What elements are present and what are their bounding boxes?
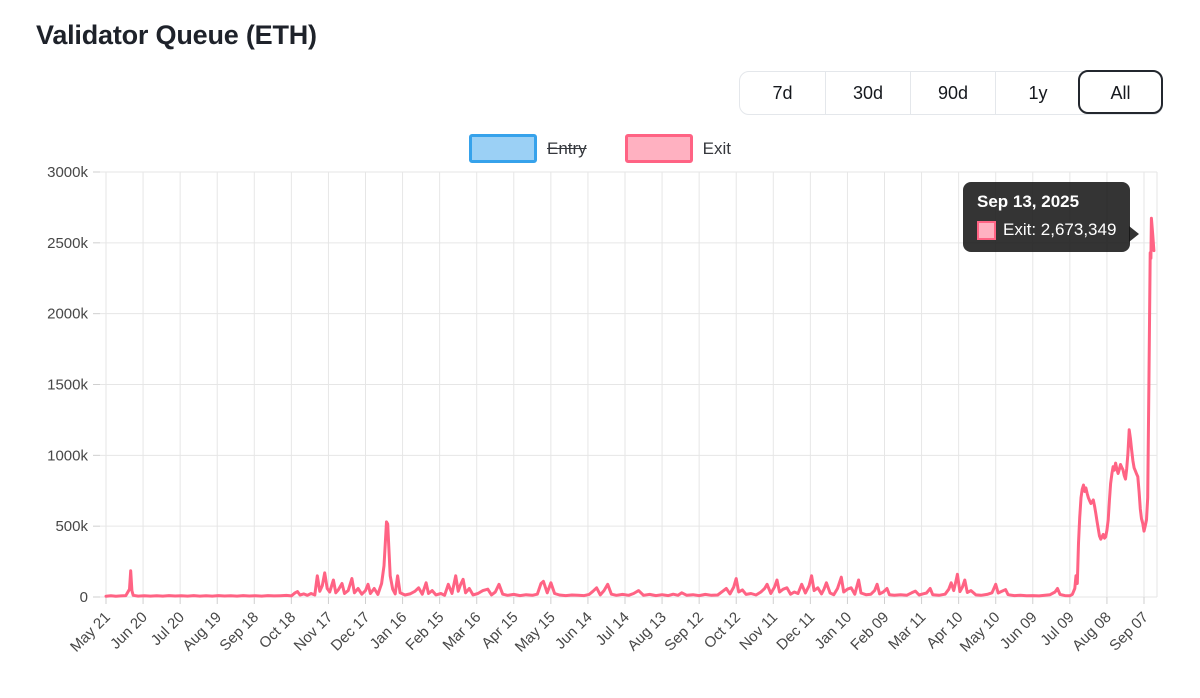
- time-range-group: 7d 30d 90d 1y All: [739, 70, 1163, 115]
- svg-text:May 10: May 10: [957, 609, 1004, 656]
- exit-marker-icon: [977, 220, 996, 240]
- svg-text:Sep 12: Sep 12: [661, 609, 707, 655]
- range-button-30d[interactable]: 30d: [825, 72, 910, 114]
- svg-text:Dec 17: Dec 17: [328, 609, 374, 655]
- range-button-all[interactable]: All: [1078, 70, 1163, 114]
- svg-text:Dec 11: Dec 11: [773, 609, 818, 654]
- svg-text:1000k: 1000k: [47, 447, 88, 464]
- svg-text:500k: 500k: [55, 518, 88, 535]
- svg-text:Jan 16: Jan 16: [367, 609, 411, 653]
- svg-text:3000k: 3000k: [47, 164, 88, 181]
- range-button-7d[interactable]: 7d: [740, 72, 825, 114]
- svg-text:Jun 20: Jun 20: [107, 609, 151, 653]
- svg-text:Aug 19: Aug 19: [179, 609, 225, 655]
- tooltip-date: Sep 13, 2025: [977, 192, 1080, 211]
- entry-series-swatch-icon: [468, 134, 537, 163]
- legend-entry-label: Entry: [546, 138, 587, 158]
- svg-text:2500k: 2500k: [47, 235, 88, 252]
- svg-text:Jan 10: Jan 10: [811, 609, 855, 653]
- svg-text:Feb 09: Feb 09: [847, 609, 892, 654]
- svg-text:Jun 14: Jun 14: [552, 609, 596, 653]
- svg-text:Jun 09: Jun 09: [997, 609, 1041, 653]
- legend-item-entry[interactable]: Entry: [468, 134, 587, 163]
- svg-text:Aug 13: Aug 13: [624, 609, 670, 655]
- svg-text:Nov 17: Nov 17: [291, 609, 337, 655]
- range-button-90d[interactable]: 90d: [910, 72, 995, 114]
- svg-text:May 21: May 21: [67, 609, 114, 656]
- tooltip-caret: [1129, 226, 1140, 242]
- svg-text:Mar 11: Mar 11: [885, 609, 929, 653]
- svg-text:Oct 12: Oct 12: [701, 609, 744, 652]
- chart-legend: Entry Exit: [0, 134, 1200, 163]
- svg-text:Sep 18: Sep 18: [216, 609, 262, 655]
- svg-text:Nov 11: Nov 11: [736, 609, 781, 654]
- exit-series-swatch-icon: [624, 134, 693, 163]
- tooltip: Sep 13, 2025 Exit: 2,673,349: [963, 182, 1140, 252]
- svg-text:1500k: 1500k: [47, 377, 88, 394]
- range-button-1y[interactable]: 1y: [995, 72, 1080, 114]
- tooltip-value: Exit: 2,673,349: [1003, 220, 1117, 239]
- svg-text:May 15: May 15: [512, 609, 559, 656]
- legend-exit-label: Exit: [702, 138, 732, 158]
- svg-text:Aug 08: Aug 08: [1069, 609, 1115, 655]
- svg-text:0: 0: [80, 589, 88, 606]
- svg-text:2000k: 2000k: [47, 306, 88, 323]
- svg-text:Feb 15: Feb 15: [402, 609, 447, 654]
- svg-text:Sep 07: Sep 07: [1106, 609, 1152, 655]
- legend-item-exit[interactable]: Exit: [624, 134, 732, 163]
- page-title: Validator Queue (ETH): [36, 20, 317, 50]
- svg-text:Mar 16: Mar 16: [440, 609, 485, 654]
